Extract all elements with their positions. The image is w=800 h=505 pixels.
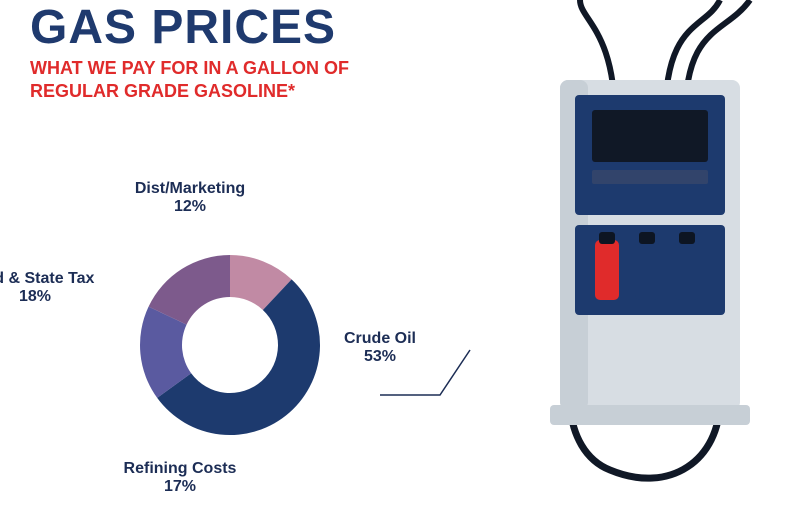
label-name: Fed & State Tax [0,270,105,288]
pump-base [550,405,750,425]
label-name: Refining Costs [110,460,250,478]
label-pct: 18% [0,288,105,306]
gas-pump-svg [520,0,780,500]
pump-nozzle-1 [595,240,619,300]
label-refining-costs: Refining Costs 17% [110,460,250,496]
label-pct: 17% [110,478,250,496]
pump-screen [592,110,708,162]
label-pct: 53% [310,348,450,366]
gas-pump-illustration [520,0,780,500]
subtitle-line-2: REGULAR GRADE GASOLINE* [30,81,295,101]
donut-chart [0,120,480,500]
subtitle-line-1: WHAT WE PAY FOR IN A GALLON OF [30,58,349,78]
donut-chart-area: Dist/Marketing 12% Fed & State Tax 18% C… [0,120,480,480]
label-fed-state-tax: Fed & State Tax 18% [0,270,105,306]
label-dist-marketing: Dist/Marketing 12% [120,180,260,216]
label-name: Dist/Marketing [120,180,260,198]
label-pct: 12% [120,198,260,216]
pump-nozzle-3 [675,240,699,300]
pump-button-row [592,170,708,184]
pump-nozzle-2 [635,240,659,300]
label-name: Crude Oil [310,330,450,348]
label-crude-oil: Crude Oil 53% [310,330,450,366]
